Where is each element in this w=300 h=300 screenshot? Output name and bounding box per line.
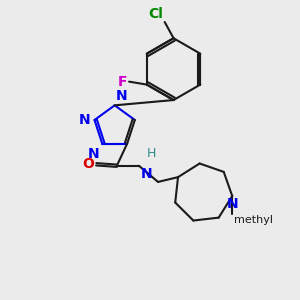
Text: H: H [147,147,156,161]
Text: N: N [79,113,90,127]
Text: N: N [226,197,238,212]
Text: N: N [140,167,152,181]
Text: N: N [88,147,99,160]
Text: O: O [82,157,94,171]
Text: methyl: methyl [234,215,273,225]
Text: Cl: Cl [148,7,163,21]
Text: F: F [118,75,128,88]
Text: N: N [116,89,128,103]
